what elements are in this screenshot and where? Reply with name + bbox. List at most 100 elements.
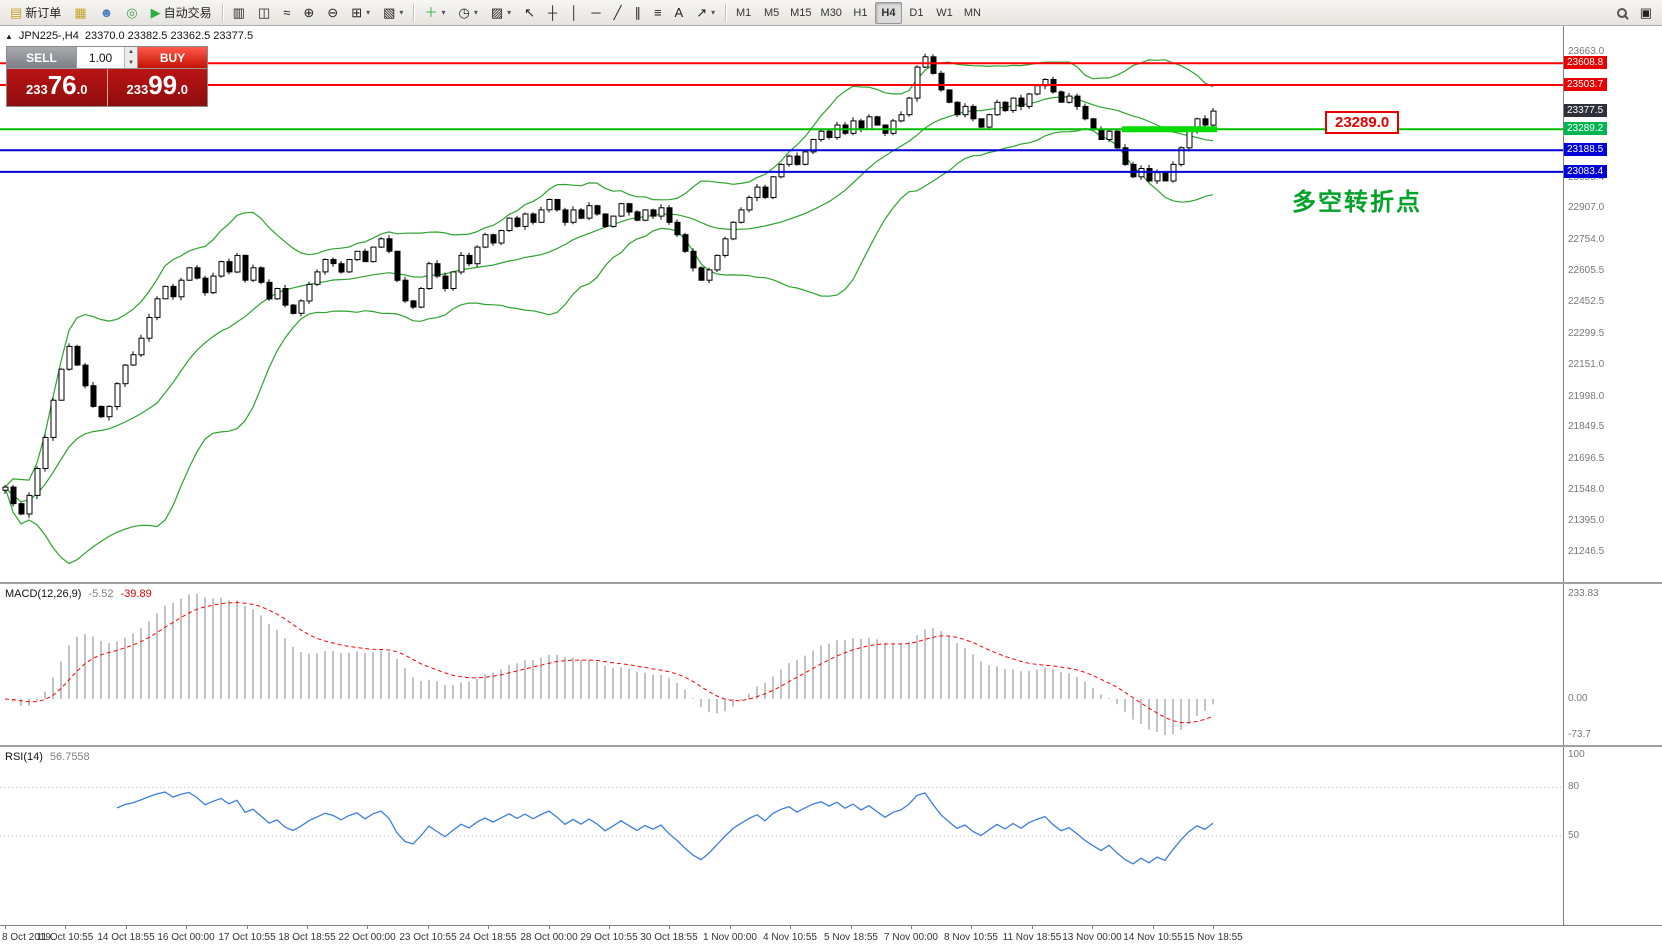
text-button[interactable]: A	[669, 2, 690, 24]
macd-axis-label: -73.7	[1568, 729, 1591, 740]
toolbar-separator	[413, 3, 415, 22]
time-axis-label: 4 Nov 10:55	[763, 932, 817, 943]
charts-grid-button[interactable]: ▦	[68, 2, 92, 24]
timeframe-m30-button[interactable]: M30	[817, 2, 846, 24]
zoom-out-button[interactable]: ⊖	[321, 2, 344, 24]
time-axis[interactable]: 8 Oct 2019 11 Oct 10:55 14 Oct 18:55 16 Oct…	[0, 925, 1662, 949]
timeframe-d1-button[interactable]: D1	[903, 2, 930, 24]
templates-button[interactable]: ▨ ▾	[485, 2, 517, 24]
price-level-callout[interactable]: 23289.0	[1325, 111, 1400, 134]
fibonacci-button[interactable]: ≡	[648, 2, 668, 24]
trendline-button[interactable]: ╱	[608, 2, 628, 24]
timeframe-w1-button[interactable]: W1	[931, 2, 958, 24]
time-axis-label: 16 Oct 00:00	[157, 932, 215, 943]
cursor-button[interactable]: ↖	[518, 2, 541, 24]
macd-indicator-label: MACD(12,26,9) -5.52 -39.89	[5, 588, 152, 600]
crosshair-button[interactable]: ┼	[542, 2, 563, 24]
profiles-icon: ▧	[383, 5, 396, 20]
volume-up-button[interactable]: ▲	[125, 47, 137, 58]
timeframe-m1-button[interactable]: M1	[730, 2, 757, 24]
line-chart-button[interactable]: ≈	[277, 2, 296, 24]
zoom-out-icon: ⊖	[327, 5, 339, 20]
chart-symbol-header: ▲ JPN225-,H4 23370.0 23382.5 23362.5 233…	[5, 30, 253, 42]
volume-down-button[interactable]: ▼	[125, 57, 137, 68]
zoom-in-icon: ⊕	[303, 5, 315, 20]
text-icon: A	[674, 5, 684, 20]
time-axis-label: 28 Oct 00:00	[520, 932, 578, 943]
time-axis-label: 5 Nov 18:55	[824, 932, 878, 943]
price-line-label: 23377.5	[1564, 104, 1608, 117]
time-axis-label: 17 Oct 10:55	[218, 932, 276, 943]
macd-axis-label: 0.00	[1568, 693, 1588, 704]
time-axis-label: 30 Oct 18:55	[640, 932, 698, 943]
time-axis-label: 8 Nov 10:55	[944, 932, 998, 943]
volume-spinner: ▲ ▼	[124, 47, 137, 68]
time-axis-tick	[730, 926, 731, 929]
timeframe-m5-button[interactable]: M5	[758, 2, 785, 24]
price-axis-label: 21849.5	[1568, 421, 1605, 432]
rsi-axis-label: 80	[1568, 781, 1580, 792]
vertical-line-button[interactable]: │	[564, 2, 584, 24]
vertical-line-icon: │	[570, 5, 579, 20]
macd-name: MACD(12,26,9)	[5, 588, 82, 600]
rsi-chart-svg	[0, 786, 1563, 865]
price-axis[interactable]: 23663.023055.422907.022754.022605.522452…	[1563, 26, 1662, 582]
profile-icon: ☻	[99, 5, 114, 20]
sell-price-prefix: 233	[26, 82, 48, 97]
price-pane: ▲ JPN225-,H4 23370.0 23382.5 23362.5 233…	[0, 26, 1662, 582]
dropdown-caret-icon: ▾	[473, 8, 478, 17]
time-axis-label: 23 Oct 10:55	[399, 932, 457, 943]
profiles-button[interactable]: ▧ ▾	[377, 2, 409, 24]
time-axis-tick	[1153, 926, 1154, 929]
time-axis-label: 14 Oct 18:55	[97, 932, 155, 943]
market-watch-button[interactable]: ◎	[120, 2, 143, 24]
autotrading-icon: ▶	[150, 5, 161, 20]
bar-chart-button[interactable]: ▥	[227, 2, 251, 24]
sell-price-big-digits: 76	[47, 70, 77, 100]
magnifier-icon	[1616, 7, 1627, 18]
candlestick-chart-button[interactable]: ◫	[252, 2, 276, 24]
channel-button[interactable]: ∥	[628, 2, 647, 24]
time-axis-tick	[911, 926, 912, 929]
cursor-icon: ↖	[524, 5, 536, 20]
new-order-button[interactable]: ▤ 新订单	[4, 2, 67, 24]
autotrading-button[interactable]: ▶ 自动交易	[145, 2, 218, 24]
new-chart-button[interactable]: ⊞ ▾	[345, 2, 376, 24]
macd-chart-svg	[4, 594, 1214, 735]
window-list-button[interactable]: ▣	[1634, 2, 1658, 24]
time-axis-label: 14 Nov 10:55	[1123, 932, 1183, 943]
price-axis-label: 23663.0	[1568, 46, 1605, 57]
time-axis-tick	[971, 926, 972, 929]
price-axis-label: 22299.5	[1568, 328, 1605, 339]
crosshair-icon: ┼	[548, 5, 558, 20]
arrow-tools-button[interactable]: ↗ ▾	[690, 2, 721, 24]
indicators-button[interactable]: ＋ ▾	[418, 2, 451, 24]
zoom-in-button[interactable]: ⊕	[297, 2, 320, 24]
buy-price-display[interactable]: 233 99.0	[106, 69, 207, 106]
autotrading-label: 自动交易	[163, 6, 212, 20]
macd-signal-line	[4, 601, 1214, 724]
buy-price-suffix: .0	[177, 82, 188, 97]
dropdown-caret-icon: ▾	[366, 8, 371, 17]
price-line-label: 23503.7	[1564, 78, 1608, 91]
timeframe-m15-button[interactable]: M15	[786, 2, 815, 24]
sell-button[interactable]: SELL	[7, 47, 77, 68]
volume-box: ▲ ▼	[77, 47, 137, 68]
volume-input[interactable]	[77, 47, 124, 68]
buy-button[interactable]: BUY	[137, 47, 207, 68]
time-axis-tick	[186, 926, 187, 929]
search-button[interactable]	[1611, 2, 1633, 24]
timeframe-h4-button[interactable]: H4	[874, 1, 902, 24]
time-axis-label: 8 Oct 2019	[2, 932, 51, 943]
periods-button[interactable]: ◷ ▾	[452, 2, 483, 24]
rsi-axis: 100 80 50	[1563, 747, 1662, 925]
horizontal-line-button[interactable]: ─	[585, 2, 606, 24]
chart-window: ▲ JPN225-,H4 23370.0 23382.5 23362.5 233…	[0, 26, 1662, 949]
dropdown-caret-icon: ▾	[399, 8, 404, 17]
profile-button[interactable]: ☻	[94, 2, 120, 24]
timeframe-h1-button[interactable]: H1	[847, 2, 874, 24]
bar-chart-icon: ▥	[232, 5, 245, 20]
timeframe-mn-button[interactable]: MN	[959, 2, 986, 24]
sell-price-display[interactable]: 233 76.0	[7, 69, 107, 106]
price-line-label: 23608.8	[1564, 56, 1608, 69]
